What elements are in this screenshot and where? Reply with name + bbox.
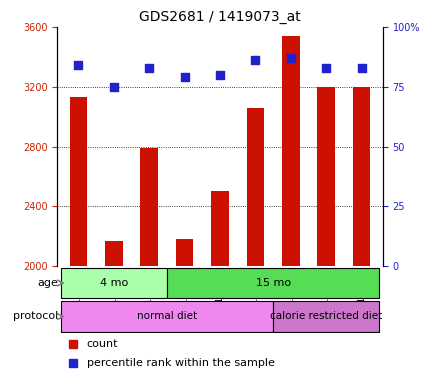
Point	[181, 74, 188, 80]
Point	[110, 84, 117, 90]
Bar	[246, 108, 264, 266]
FancyBboxPatch shape	[61, 301, 273, 331]
Text: percentile rank within the sample: percentile rank within the sample	[87, 358, 275, 368]
FancyBboxPatch shape	[61, 268, 167, 298]
Point	[216, 72, 224, 78]
Point	[146, 65, 153, 71]
Text: 4 mo: 4 mo	[100, 278, 128, 288]
FancyBboxPatch shape	[167, 268, 379, 298]
Title: GDS2681 / 1419073_at: GDS2681 / 1419073_at	[139, 10, 301, 25]
Bar	[70, 97, 87, 266]
Bar	[140, 148, 158, 266]
Bar	[211, 192, 229, 266]
Point	[323, 65, 330, 71]
Bar	[105, 241, 123, 266]
Bar	[317, 87, 335, 266]
Text: 15 mo: 15 mo	[256, 278, 291, 288]
Bar	[282, 36, 300, 266]
Bar	[353, 87, 370, 266]
Point	[287, 55, 294, 61]
Text: protocol: protocol	[13, 311, 58, 321]
Point	[252, 57, 259, 63]
FancyBboxPatch shape	[273, 301, 379, 331]
Point	[358, 65, 365, 71]
Text: age: age	[37, 278, 58, 288]
Text: normal diet: normal diet	[137, 311, 197, 321]
Text: count: count	[87, 339, 118, 349]
Text: calorie restricted diet: calorie restricted diet	[270, 311, 382, 321]
Bar	[176, 239, 194, 266]
Point	[75, 62, 82, 68]
